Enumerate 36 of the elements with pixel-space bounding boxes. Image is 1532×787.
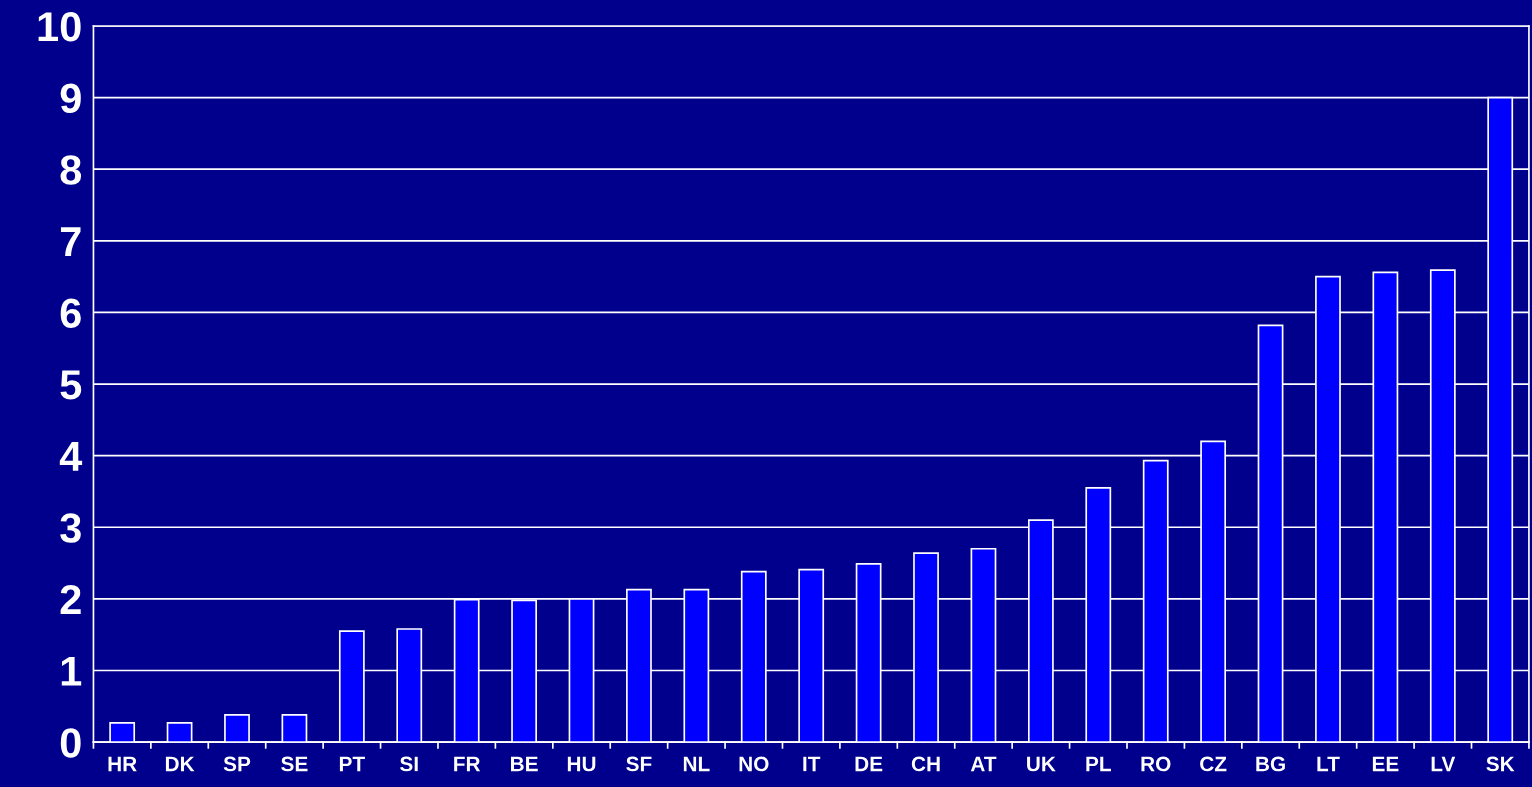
x-tick-label: IT	[803, 756, 821, 772]
y-tick-label: 4	[59, 442, 83, 471]
x-tick-label: CZ	[1200, 756, 1227, 772]
x-tick-label: EE	[1372, 756, 1399, 772]
x-tick-label: UK	[1027, 756, 1056, 772]
x-tick-label: DK	[165, 756, 195, 772]
x-tick-label: FR	[454, 756, 481, 772]
y-tick-label: 8	[60, 155, 82, 185]
x-tick-label: BE	[511, 756, 538, 772]
x-tick-label: SF	[626, 756, 652, 772]
y-tick-label: 1	[61, 656, 82, 686]
y-tick-label: 2	[60, 584, 81, 614]
y-tick-label: 7	[60, 227, 81, 256]
x-tick-label: NL	[683, 756, 710, 772]
x-tick-label: BG	[1256, 756, 1285, 772]
x-tick-label: NO	[739, 756, 769, 772]
x-tick-label: RO	[1141, 756, 1171, 772]
x-tick-label: SI	[400, 756, 418, 772]
x-tick-label: LV	[1431, 756, 1456, 772]
y-tick-label: 9	[60, 83, 81, 114]
x-tick-label: LT	[1317, 756, 1340, 772]
x-tick-label: DE	[855, 756, 883, 772]
y-tick-label: 10	[38, 11, 81, 42]
x-tick-label: SK	[1486, 756, 1515, 772]
x-tick-label: PL	[1086, 756, 1111, 772]
x-tick-label: HR	[108, 756, 137, 772]
y-tick-label: 3	[60, 513, 81, 543]
x-tick-label: CH	[911, 756, 940, 772]
y-tick-label: 5	[60, 370, 82, 400]
x-tick-label: SP	[223, 756, 251, 772]
x-tick-label: PT	[339, 756, 365, 772]
x-tick-label: AT	[970, 756, 997, 772]
y-tick-label: 0	[60, 728, 81, 758]
x-tick-label: SE	[281, 756, 308, 772]
x-tick-label: HU	[567, 756, 596, 772]
y-tick-label: 6	[60, 298, 81, 328]
